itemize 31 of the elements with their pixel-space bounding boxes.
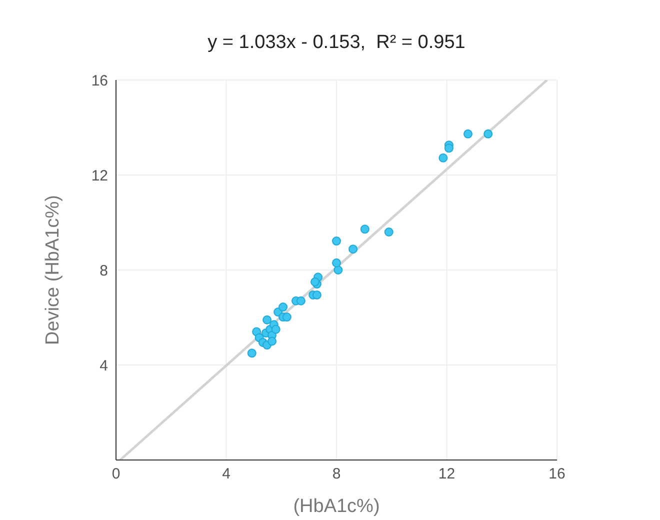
x-tick-label: 8 (332, 466, 341, 483)
point (310, 277, 320, 286)
x-tick-label: 12 (438, 466, 456, 483)
y-tick-label: 8 (100, 262, 108, 280)
x-tick-label: 4 (222, 466, 230, 483)
point (334, 266, 343, 274)
point (360, 224, 370, 234)
point (271, 324, 280, 334)
x-tick-label: 0 (112, 466, 120, 483)
chart-title: y = 1.033x - 0.153, R² = 0.951 (206, 32, 466, 54)
y-tick-label: 16 (91, 72, 108, 90)
point (282, 312, 292, 322)
x-tick-label: 16 (548, 466, 566, 483)
y-axis-title: Device (HbA1c%) (42, 195, 64, 345)
point (268, 336, 277, 346)
point (332, 258, 341, 268)
point (247, 348, 256, 358)
point (262, 315, 272, 324)
x-axis-title: (HbA1c%) (293, 496, 380, 517)
point (384, 228, 394, 236)
point (438, 153, 448, 162)
point (463, 129, 472, 138)
point (444, 144, 454, 153)
y-tick-label: 4 (100, 357, 108, 374)
point (278, 302, 288, 312)
point (484, 129, 493, 138)
point (296, 296, 306, 306)
point (332, 236, 341, 246)
point (348, 244, 358, 254)
point (312, 290, 322, 300)
y-tick-label: 12 (91, 167, 108, 184)
